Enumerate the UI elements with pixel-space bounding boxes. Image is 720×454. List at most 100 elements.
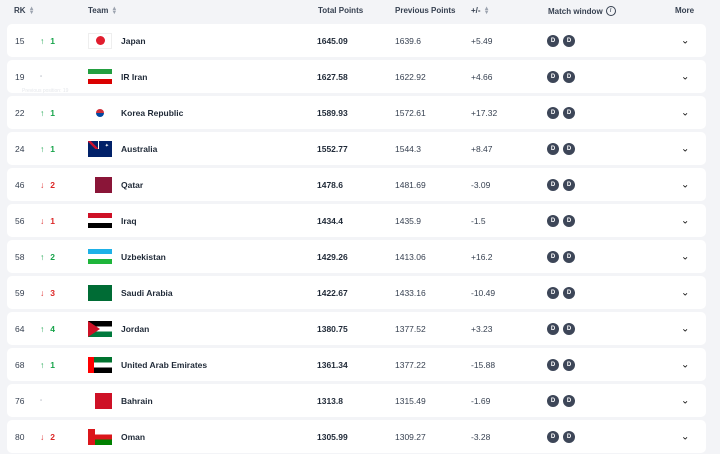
movement-value: 1 <box>50 107 55 118</box>
team-name[interactable]: Oman <box>121 431 146 442</box>
match-badge: D <box>547 34 559 47</box>
total-points: 1478.6 <box>317 179 343 190</box>
chevron-down-icon[interactable]: ⌄ <box>681 251 690 262</box>
table-row[interactable]: 59 ↓ 3 Saudi Arabia 1422.67 1433.16 -10.4… <box>7 276 706 309</box>
table-row[interactable]: 24 ↑ 1 ✦ Australia 1552.77 1544.3 +8.47 D… <box>7 132 706 165</box>
team-name[interactable]: IR Iran <box>121 71 148 82</box>
match-badge: D <box>547 70 559 83</box>
match-badge: D <box>563 322 575 335</box>
flag-iraq <box>88 212 112 229</box>
total-points: 1645.09 <box>317 35 348 46</box>
points-diff: -1.5 <box>471 215 486 226</box>
chevron-down-icon[interactable]: ⌄ <box>681 431 690 442</box>
arrow-up-icon: ↑ <box>40 323 45 334</box>
table-row[interactable]: 68 ↑ 1 United Arab Emirates 1361.34 1377.… <box>7 348 706 381</box>
arrow-up-icon: ↑ <box>40 251 45 262</box>
total-points: 1429.26 <box>317 251 348 262</box>
total-points: 1552.77 <box>317 143 348 154</box>
table-row[interactable]: 22 ↑ 1 Korea Republic 1589.93 1572.61 +17… <box>7 96 706 129</box>
table-row[interactable]: 58 ↑ 2 Uzbekistan 1429.26 1413.06 +16.2 D… <box>7 240 706 273</box>
chevron-down-icon[interactable]: ⌄ <box>681 107 690 118</box>
chevron-down-icon[interactable]: ⌄ <box>681 179 690 190</box>
match-badge: D <box>563 286 575 299</box>
header-rk[interactable]: RK ▲ ▼ <box>14 5 35 16</box>
match-badge: D <box>563 430 575 443</box>
dot-icon: • <box>40 397 43 404</box>
previous-points: 1315.49 <box>395 395 426 406</box>
chevron-down-icon[interactable]: ⌄ <box>681 35 690 46</box>
table-header: RK ▲ ▼ Team ▲ ▼ Total Points Previous Points… <box>0 0 720 22</box>
match-badge: D <box>547 250 559 263</box>
arrow-down-icon: ↓ <box>40 431 45 442</box>
chevron-down-icon[interactable]: ⌄ <box>681 359 690 370</box>
match-badge: D <box>563 70 575 83</box>
rank-movement: ↑ 1 <box>40 108 55 118</box>
match-badge: D <box>547 394 559 407</box>
total-points: 1434.4 <box>317 215 343 226</box>
team-name[interactable]: Qatar <box>121 179 144 190</box>
rank: 68 <box>15 359 25 370</box>
flag-uzbekistan <box>88 248 112 265</box>
match-badge: D <box>563 214 575 227</box>
team-name[interactable]: Bahrain <box>121 395 153 406</box>
match-badge: D <box>563 178 575 191</box>
flag-australia: ✦ <box>88 140 112 157</box>
total-points: 1422.67 <box>317 287 348 298</box>
chevron-down-icon[interactable]: ⌄ <box>681 71 690 82</box>
match-badge: D <box>547 322 559 335</box>
rank-movement: ↓ 2 <box>40 180 55 190</box>
team-name[interactable]: Jordan <box>121 323 150 334</box>
previous-points: 1544.3 <box>395 143 421 154</box>
previous-points: 1433.16 <box>395 287 426 298</box>
team-name[interactable]: Japan <box>121 35 146 46</box>
team-name[interactable]: Iraq <box>121 215 137 226</box>
rank-movement: ↑ 2 <box>40 252 55 262</box>
header-team[interactable]: Team ▲ ▼ <box>88 5 118 16</box>
total-points: 1313.8 <box>317 395 343 406</box>
chevron-down-icon[interactable]: ⌄ <box>681 395 690 406</box>
chevron-down-icon[interactable]: ⌄ <box>681 323 690 334</box>
rank: 64 <box>15 323 25 334</box>
rank: 15 <box>15 35 25 46</box>
total-points: 1361.34 <box>317 359 348 370</box>
sort-icon: ▲ ▼ <box>28 5 35 16</box>
points-diff: +17.32 <box>471 107 498 118</box>
team-name[interactable]: Australia <box>121 143 158 154</box>
flag-oman <box>88 428 112 445</box>
flag-iran <box>88 68 112 85</box>
chevron-down-icon[interactable]: ⌄ <box>681 215 690 226</box>
rank-movement: ↓ 2 <box>40 432 55 442</box>
team-name[interactable]: United Arab Emirates <box>121 359 208 370</box>
match-badge: D <box>547 142 559 155</box>
previous-points: 1622.92 <box>395 71 426 82</box>
info-icon[interactable]: i <box>605 6 616 16</box>
points-diff: -1.69 <box>471 395 491 406</box>
previous-points: 1572.61 <box>395 107 426 118</box>
team-name[interactable]: Saudi Arabia <box>121 287 173 298</box>
team-name[interactable]: Korea Republic <box>121 107 184 118</box>
rank: 58 <box>15 251 25 262</box>
movement-value: 1 <box>50 35 55 46</box>
rank: 19 <box>15 71 25 82</box>
chevron-down-icon[interactable]: ⌄ <box>681 143 690 154</box>
match-badge: D <box>563 394 575 407</box>
rank-movement: • <box>40 74 48 80</box>
flag-saudi <box>88 284 112 301</box>
team-name[interactable]: Uzbekistan <box>121 251 166 262</box>
match-badge: D <box>563 142 575 155</box>
chevron-down-icon[interactable]: ⌄ <box>681 287 690 298</box>
header-diff[interactable]: +/- ▲ ▼ <box>471 5 490 16</box>
tooltip: Previous position: 19 <box>22 88 69 94</box>
